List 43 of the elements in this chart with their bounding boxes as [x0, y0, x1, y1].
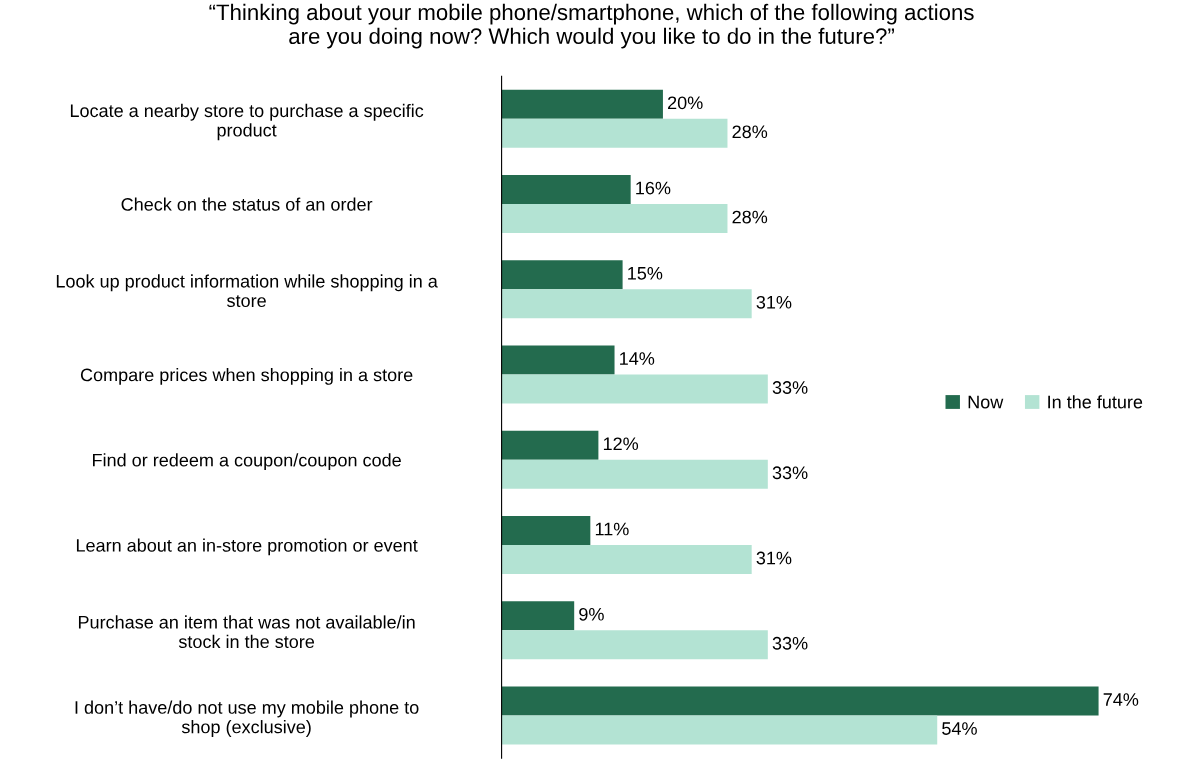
- data-label: 20%: [668, 96, 703, 110]
- y-tick-label: Check on the status of an order: [121, 197, 373, 211]
- data-label: 9%: [579, 607, 604, 621]
- data-label: 11%: [595, 522, 629, 536]
- data-label: 15%: [628, 266, 663, 280]
- y-tick-label: Purchase an item that was not available/in stock in the store: [78, 615, 415, 649]
- data-label: 54%: [942, 722, 977, 735]
- data-label: 33%: [772, 381, 808, 394]
- bar: [501, 89, 663, 119]
- bar: [501, 545, 752, 575]
- bar: [501, 516, 591, 546]
- legend-label: Now: [968, 395, 1004, 409]
- y-tick-label: Look up product information while shopping in a store: [56, 274, 438, 308]
- bar: [501, 374, 768, 404]
- data-label: 14%: [620, 352, 655, 365]
- bar: [501, 630, 768, 660]
- data-label: 16%: [636, 181, 671, 195]
- bar: [501, 459, 768, 489]
- bar: [501, 715, 938, 745]
- bar: [501, 204, 728, 234]
- bar: [501, 345, 615, 375]
- y-tick-label: I don’t have/do not use my mobile phone to shop (exclusive): [75, 700, 419, 737]
- chart-title: “Thinking about your mobile phone/smartphone, which of the following actions are you doing now? Which would you like to do in the future?”: [209, 3, 974, 49]
- y-tick-label: Locate a nearby store to purchase a specific product: [70, 103, 424, 141]
- data-label: 33%: [772, 636, 808, 650]
- bar: [501, 175, 631, 205]
- data-label: 31%: [756, 295, 792, 309]
- legend-label: In the future: [1048, 395, 1143, 409]
- bar: [501, 289, 752, 319]
- data-label: 12%: [603, 437, 639, 451]
- data-label: 28%: [732, 210, 768, 224]
- bar: [501, 686, 1099, 716]
- y-tick-label: Compare prices when shopping in a store: [80, 368, 413, 385]
- data-label: 31%: [756, 551, 792, 565]
- bar: [501, 601, 575, 631]
- bar: [501, 430, 599, 460]
- data-label: 28%: [732, 125, 768, 139]
- bar: [501, 260, 623, 290]
- bar: [501, 118, 728, 148]
- data-label: 74%: [1103, 693, 1139, 706]
- y-tick-label: Find or redeem a coupon/coupon code: [93, 453, 401, 471]
- data-label: 33%: [772, 466, 808, 480]
- y-tick-label: Learn about an in-store promotion or event: [76, 538, 418, 556]
